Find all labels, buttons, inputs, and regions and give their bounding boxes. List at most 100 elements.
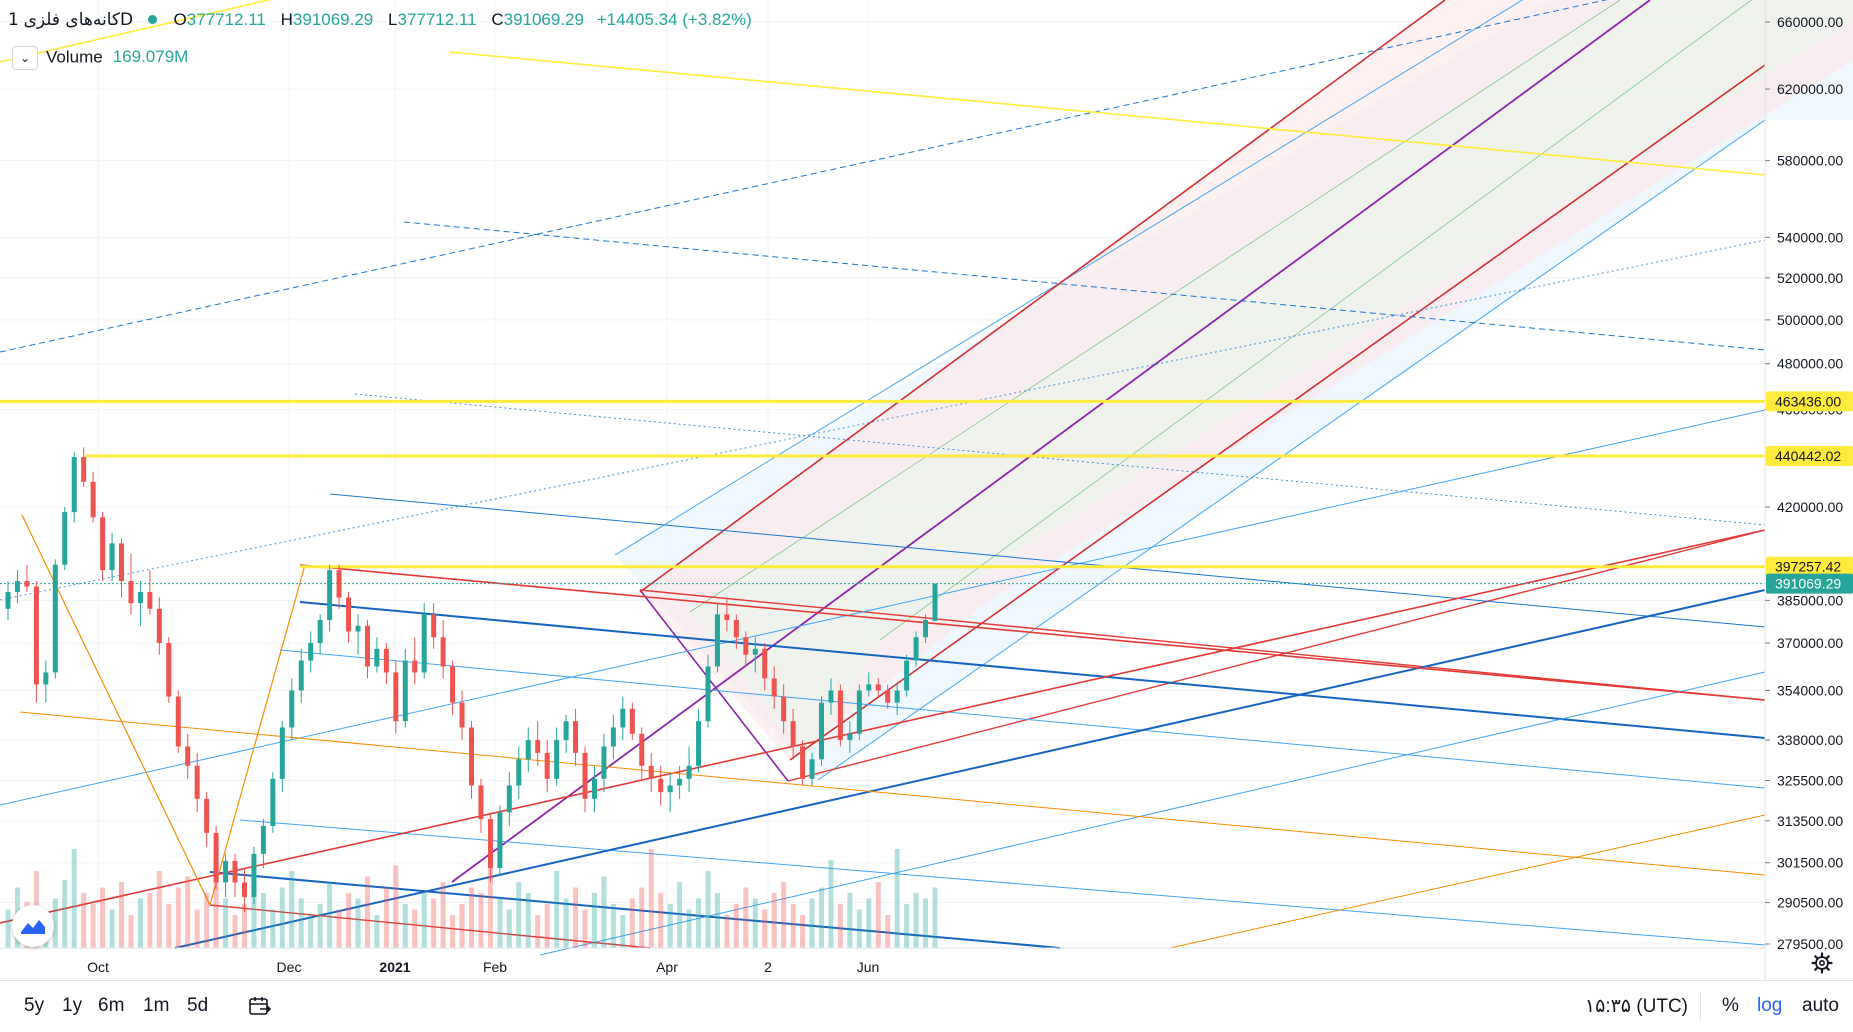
range-6m-button[interactable]: 6m — [98, 995, 125, 1016]
candle-body — [421, 614, 427, 673]
volume-bar — [487, 854, 493, 948]
price-tick-label: 540000.00 — [1777, 229, 1843, 245]
candle-body — [752, 648, 758, 655]
candle-body — [667, 785, 673, 793]
volume-bar — [847, 893, 853, 948]
candle-body — [554, 740, 560, 779]
volume-bar — [601, 876, 607, 948]
tradingview-logo-icon[interactable] — [12, 905, 54, 947]
volume-bar — [128, 915, 134, 948]
candle-body — [327, 570, 333, 621]
candle-body — [677, 778, 683, 786]
candle-body — [185, 746, 191, 766]
trend-line — [451, 0, 1651, 883]
candle-body — [317, 620, 323, 644]
volume-bar — [412, 909, 418, 948]
candle-body — [724, 614, 730, 621]
volume-bar — [327, 882, 333, 948]
symbol-name[interactable]: کانه‌های فلزی — [23, 10, 120, 30]
interval-label[interactable]: 1D — [8, 10, 134, 30]
volume-bar — [885, 915, 891, 948]
candle-body — [800, 746, 806, 779]
volume-bar — [875, 882, 881, 948]
range-1y-button[interactable]: 1y — [62, 995, 83, 1016]
range-5d-button[interactable]: 5d — [187, 995, 209, 1016]
volume-bar — [52, 898, 58, 948]
volume-bar — [591, 893, 597, 948]
range-5y-button[interactable]: 5y — [24, 995, 45, 1016]
price-axis[interactable]: 660000.00 620000.00 580000.00 540000.00 5200… — [1765, 14, 1853, 952]
time-tick-label: Oct — [87, 959, 109, 975]
price-tick-label: 420000.00 — [1777, 499, 1843, 515]
candle-body — [119, 543, 125, 582]
volume-bar — [175, 887, 181, 948]
trend-line — [299, 601, 1766, 739]
volume-bar — [100, 887, 106, 948]
yellow-trend-line — [0, 0, 272, 63]
candle-body — [128, 581, 134, 604]
volume-bar — [610, 904, 616, 948]
price-tick-label: 354000.00 — [1777, 682, 1843, 698]
symbol-legend: کانه‌های فلزی 1D O377712.11 H391069.29 L… — [8, 10, 752, 30]
volume-bar — [459, 904, 465, 948]
volume-bar — [5, 909, 11, 948]
candle-body — [856, 690, 862, 734]
auto-scale-toggle[interactable]: auto — [1802, 995, 1839, 1016]
price-tick-label: 660000.00 — [1777, 14, 1843, 30]
chevron-down-icon[interactable]: ⌄ — [12, 46, 38, 70]
candle-body — [260, 825, 266, 854]
volume-bar — [450, 915, 456, 948]
volume-bar — [346, 893, 352, 948]
candle-body — [175, 696, 181, 747]
price-tick-label: 370000.00 — [1777, 635, 1843, 651]
candle-body — [459, 702, 465, 728]
trend-line — [0, 529, 1766, 924]
gear-icon[interactable] — [1811, 952, 1833, 974]
candle-body — [601, 746, 607, 779]
candle-body — [289, 690, 295, 728]
trend-line — [279, 649, 1766, 789]
range-1m-button[interactable]: 1m — [143, 995, 170, 1016]
candle-body — [818, 702, 824, 760]
candle-body — [904, 660, 910, 691]
volume-bar — [686, 909, 692, 948]
log-scale-toggle[interactable]: log — [1757, 995, 1783, 1016]
volume-bar — [837, 904, 843, 948]
volume-bar — [81, 893, 87, 948]
volume-bar — [241, 904, 247, 948]
candle-body — [932, 583, 938, 621]
volume-bar — [478, 893, 484, 948]
volume-bar — [743, 887, 749, 948]
volume-bar — [818, 887, 824, 948]
volume-bar — [137, 898, 143, 948]
price-chart[interactable]: 660000.00 620000.00 580000.00 540000.00 5200… — [0, 0, 1853, 980]
candle-body — [223, 860, 229, 883]
trend-line — [174, 589, 1766, 949]
volume-bar — [469, 887, 474, 948]
percent-scale-toggle[interactable]: % — [1722, 995, 1739, 1016]
price-tick-label: 279500.00 — [1777, 936, 1843, 952]
volume-bar — [156, 871, 162, 948]
volume-bar — [573, 887, 579, 948]
candle-body — [147, 592, 153, 609]
bottom-toolbar: 5y 1y 6m 1m 5d ۱۵:۳۵ (UTC) % log auto — [0, 980, 1853, 1032]
volume-bar — [866, 898, 872, 948]
trend-line — [817, 119, 1766, 781]
dotted-trend-line — [354, 393, 1766, 526]
trend-line — [789, 64, 1766, 761]
volume-bar — [213, 860, 219, 948]
candle-body — [109, 543, 115, 571]
goto-date-icon[interactable] — [248, 995, 272, 1017]
candle-body — [71, 457, 77, 513]
candle-body — [469, 727, 474, 786]
yellow-trend-line — [449, 51, 1766, 176]
candle-body — [790, 721, 796, 747]
time-axis[interactable]: Oct Dec 2021 Feb Apr 2 Jun — [87, 959, 879, 975]
candle-body — [232, 860, 238, 883]
volume-bar — [752, 898, 758, 948]
volume-bar — [629, 898, 635, 948]
candle-body — [866, 684, 872, 691]
timezone-label[interactable]: ۱۵:۳۵ (UTC) — [1584, 996, 1688, 1017]
low-value: 377712.11 — [397, 10, 477, 29]
volume-bar — [809, 898, 815, 948]
